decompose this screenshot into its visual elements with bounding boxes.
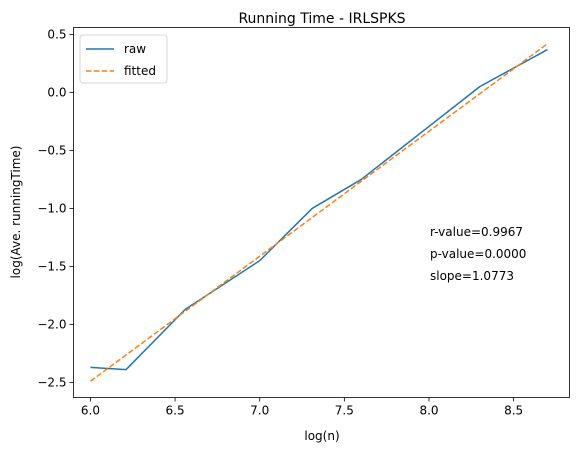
x-axis-label: log(n) (304, 429, 339, 443)
annotation-p-value: p-value=0.0000 (430, 247, 526, 261)
y-tick-label: 0.0 (47, 85, 66, 99)
series-layer (89, 43, 548, 382)
legend-label-fitted: fitted (124, 64, 156, 78)
x-tick-label: 8.0 (419, 404, 438, 418)
y-tick-label: −2.5 (37, 375, 66, 389)
stats-annotations: r-value=0.9967 p-value=0.0000 slope=1.07… (430, 225, 526, 283)
annotation-r-value: r-value=0.9967 (430, 225, 523, 239)
x-tick-label: 6.0 (81, 404, 100, 418)
annotation-slope: slope=1.0773 (430, 269, 514, 283)
legend: raw fitted (79, 34, 168, 84)
x-tick-label: 7.0 (250, 404, 269, 418)
plot-frame (73, 27, 570, 398)
y-tick-label: −1.5 (37, 259, 66, 273)
y-axis-label: log(Ave. runningTime) (9, 146, 23, 279)
chart-title: Running Time - IRLSPKS (238, 11, 405, 27)
x-axis-ticks: 6.0 6.5 7.0 7.5 8.0 8.5 (81, 397, 523, 418)
legend-box (79, 34, 168, 84)
y-tick-label: −0.5 (37, 143, 66, 157)
y-tick-label: −1.0 (37, 201, 66, 215)
x-tick-label: 7.5 (335, 404, 354, 418)
y-axis-ticks: −2.5 −2.0 −1.5 −1.0 −0.5 0.0 0.5 (37, 27, 74, 389)
x-tick-label: 6.5 (166, 404, 185, 418)
x-tick-label: 8.5 (504, 404, 523, 418)
y-tick-label: −2.0 (37, 317, 66, 331)
y-tick-label: 0.5 (47, 27, 66, 41)
series-line-raw (90, 48, 548, 371)
legend-label-raw: raw (124, 42, 146, 56)
